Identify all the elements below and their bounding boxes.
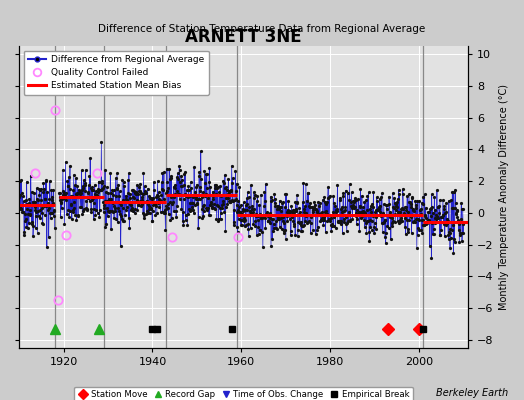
Text: Difference of Station Temperature Data from Regional Average: Difference of Station Temperature Data f… [99,24,425,34]
Text: Berkeley Earth: Berkeley Earth [436,388,508,398]
Title: ARNETT 3NE: ARNETT 3NE [185,28,302,46]
Y-axis label: Monthly Temperature Anomaly Difference (°C): Monthly Temperature Anomaly Difference (… [499,84,509,310]
Legend: Station Move, Record Gap, Time of Obs. Change, Empirical Break: Station Move, Record Gap, Time of Obs. C… [74,387,413,400]
